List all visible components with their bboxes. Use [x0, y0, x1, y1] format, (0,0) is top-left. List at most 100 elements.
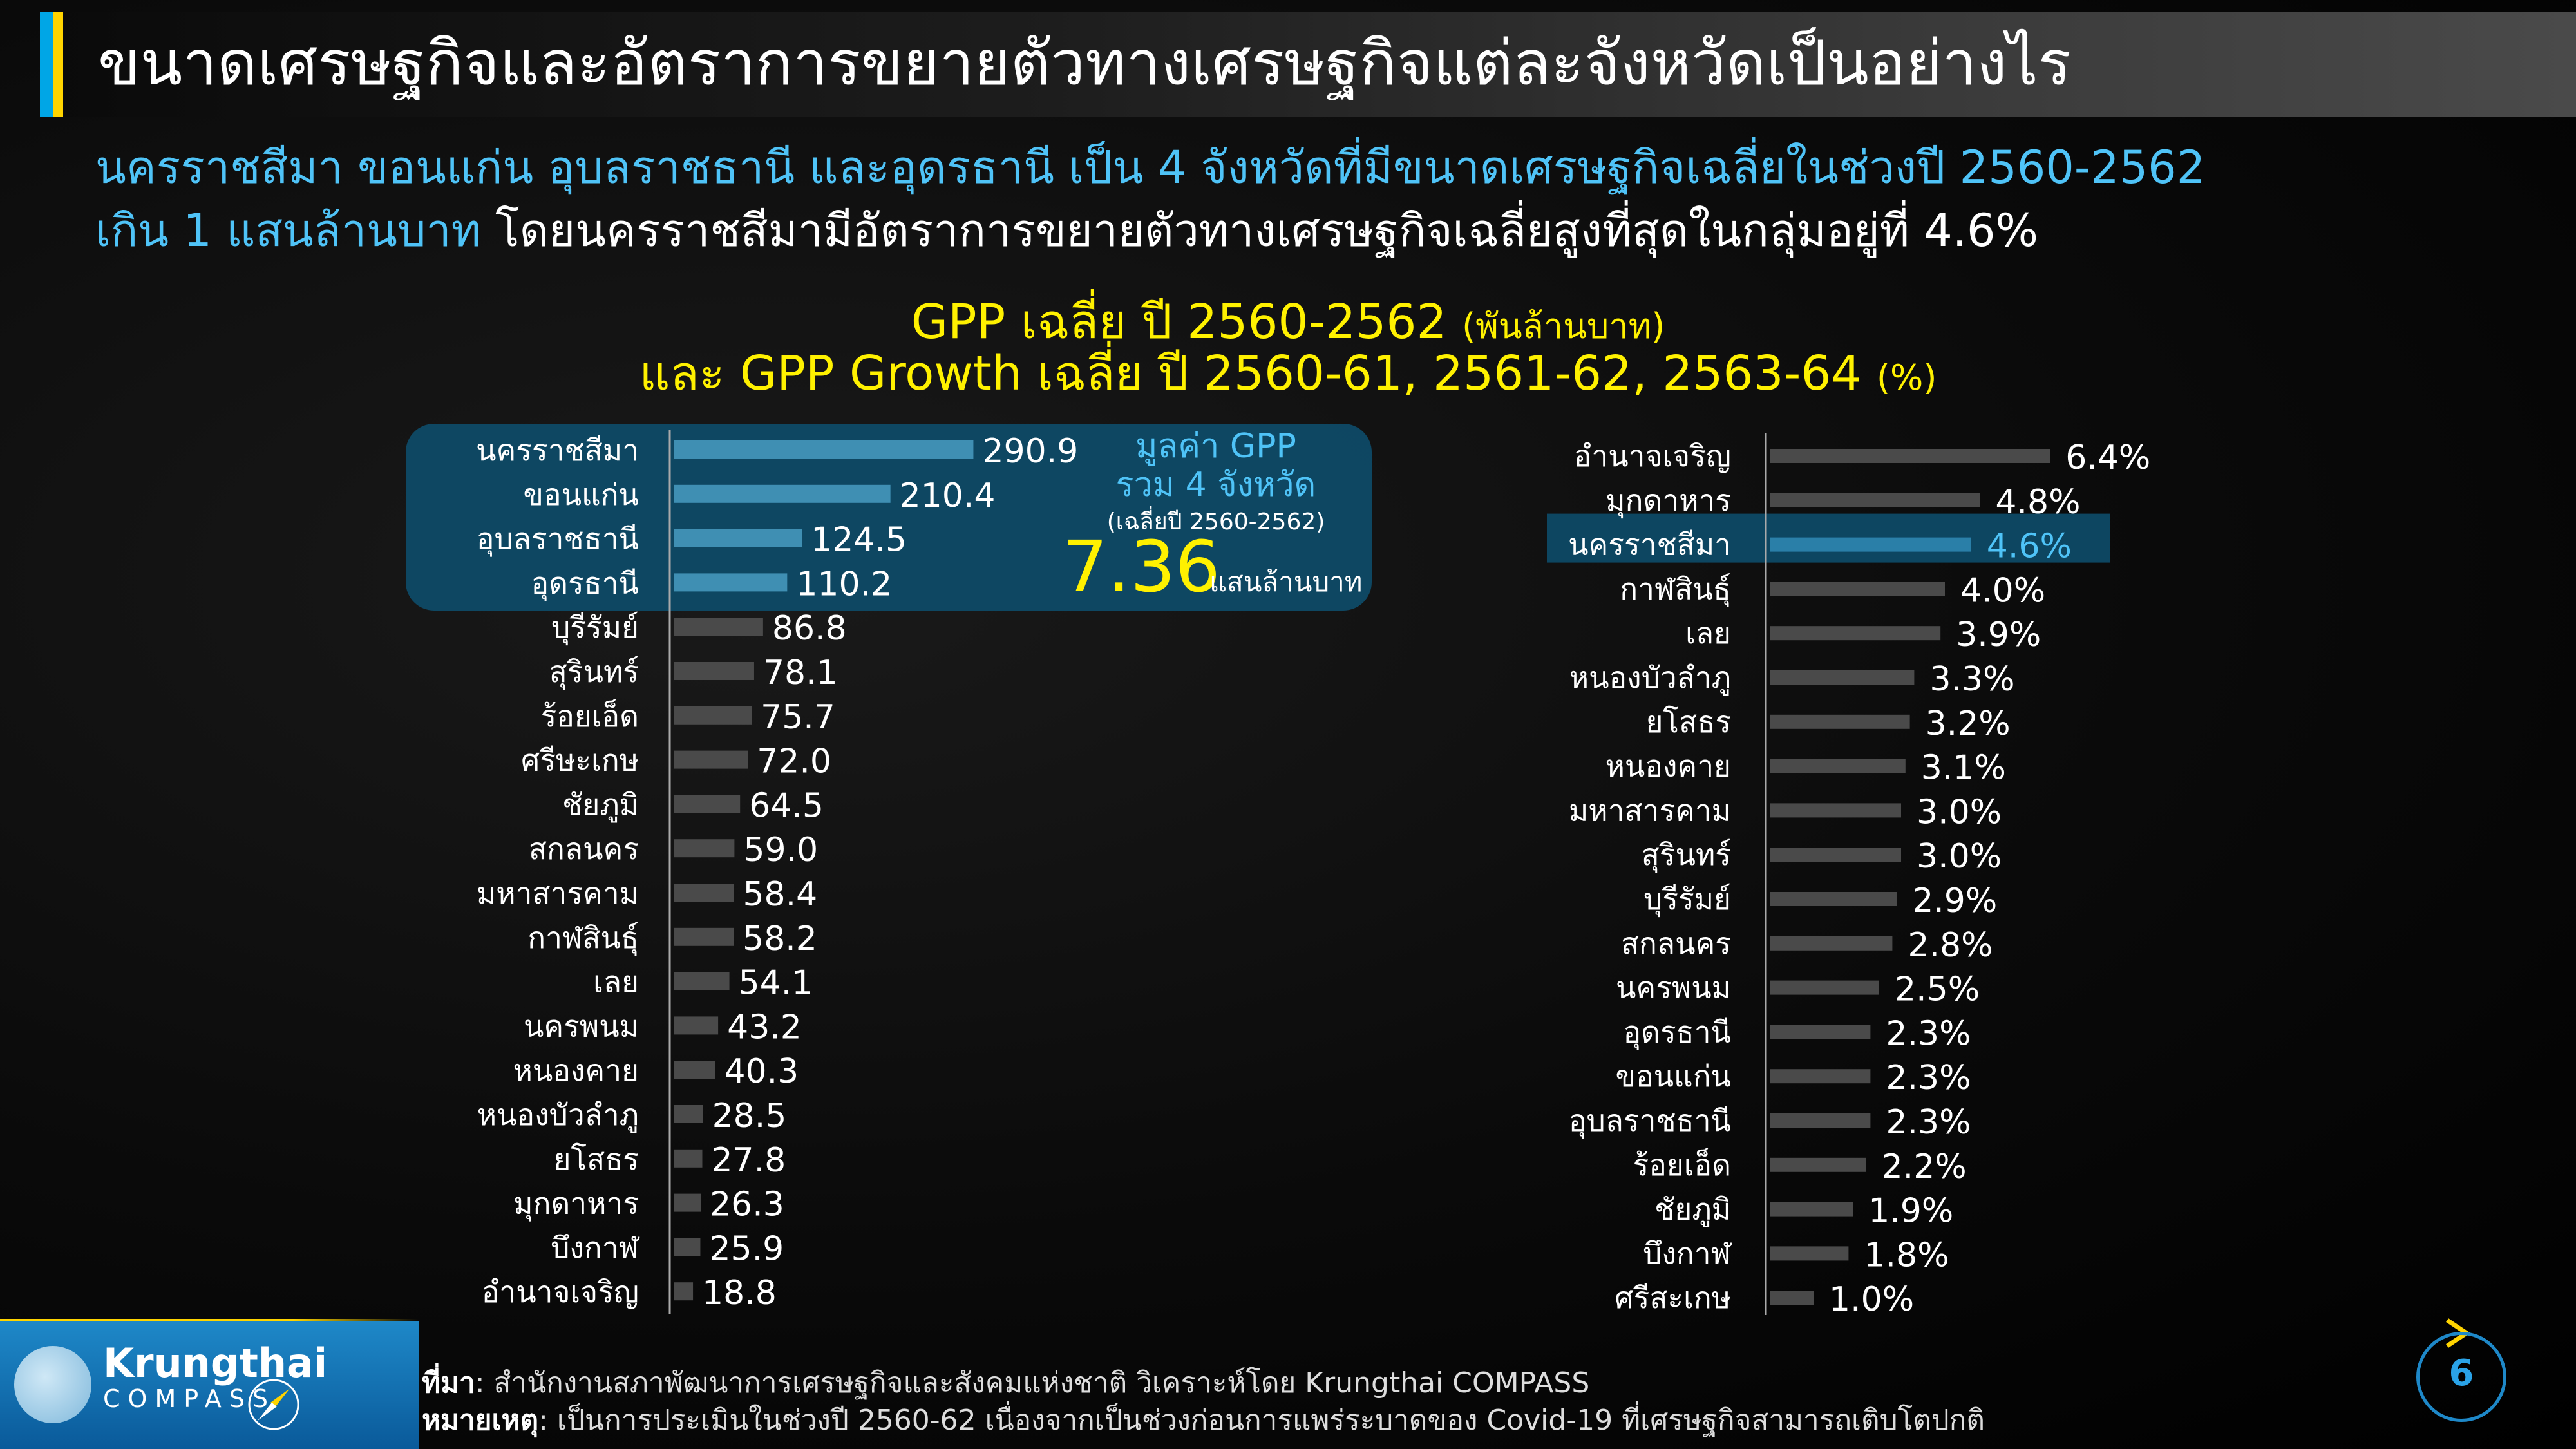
- data-label: 290.9: [982, 432, 1078, 471]
- subtitle-highlight: เกิน 1 แสนล้านบาท: [95, 204, 481, 257]
- category-label: ศรีสะเกษ: [1615, 1280, 1731, 1315]
- logo-sub: COMPASS: [103, 1385, 276, 1413]
- category-label: ชัยภูมิ: [562, 787, 639, 822]
- bar: [1770, 1291, 1814, 1305]
- category-label: ขอนแก่น: [1616, 1059, 1731, 1094]
- data-label: 2.3%: [1886, 1103, 1971, 1142]
- data-label: 2.3%: [1886, 1059, 1971, 1097]
- data-label: 3.9%: [1956, 616, 2041, 654]
- category-label: สุรินทร์: [549, 654, 639, 690]
- highlight-box: [406, 424, 1372, 611]
- category-label: สุรินทร์: [1642, 837, 1731, 873]
- bar: [674, 440, 974, 459]
- bar: [674, 1282, 694, 1301]
- bar: [1770, 1202, 1853, 1217]
- category-label: ยโสธร: [1645, 705, 1731, 739]
- category-label: เลย: [593, 965, 639, 999]
- data-label: 3.0%: [1917, 837, 2002, 876]
- title-accent-yellow: [53, 12, 63, 117]
- data-label: 4.8%: [1995, 483, 2080, 522]
- category-label: อำนาจเจริญ: [1574, 439, 1731, 473]
- data-label: 27.8: [711, 1141, 786, 1180]
- bar: [1770, 1157, 1866, 1172]
- source-label: ที่มา: [422, 1367, 475, 1399]
- chart-title-text-2: และ GPP Growth เฉลี่ย ปี 2560-61, 2561-6…: [639, 346, 1877, 401]
- category-label: นครราชสีมา: [476, 433, 639, 468]
- page-number: 6: [2448, 1352, 2474, 1394]
- bar: [1770, 582, 1945, 596]
- bar: [674, 618, 763, 636]
- category-label: มุกดาหาร: [513, 1186, 639, 1222]
- data-label: 1.9%: [1868, 1192, 1953, 1231]
- category-label: อุดรธานี: [1623, 1014, 1731, 1050]
- subtitle-line-1: นครราชสีมา ขอนแก่น อุบลราชธานี และอุดรธา…: [95, 141, 2206, 194]
- data-label: 2.3%: [1886, 1014, 1971, 1053]
- category-label: อำนาจเจริญ: [482, 1274, 639, 1309]
- chart-title-line-2: และ GPP Growth เฉลี่ย ปี 2560-61, 2561-6…: [0, 345, 2576, 407]
- source-text: : สำนักงานสภาพัฒนาการเศรษฐกิจและสังคมแห่…: [475, 1367, 1590, 1399]
- data-label: 59.0: [743, 831, 818, 869]
- data-label: 58.4: [743, 875, 817, 914]
- note-text: : เป็นการประเมินในช่วงปี 2560-62 เนื่องจ…: [538, 1404, 1985, 1437]
- data-label: 2.5%: [1895, 971, 1980, 1009]
- page-number-circle: [2416, 1332, 2506, 1422]
- compass-icon: [248, 1379, 299, 1430]
- bar: [674, 884, 734, 902]
- category-label: ยโสธร: [553, 1142, 639, 1177]
- subtitle-rest: โดยนครราชสีมามีอัตราการขยายตัวทางเศรษฐกิ…: [480, 204, 2039, 257]
- data-label: 26.3: [710, 1186, 784, 1224]
- data-label: 4.6%: [1987, 527, 2072, 566]
- title-bar: ขนาดเศรษฐกิจและอัตราการขยายตัวทางเศรษฐกิ…: [40, 12, 2576, 117]
- category-label: ชัยภูมิ: [1654, 1192, 1731, 1227]
- bar: [1770, 493, 1980, 507]
- bar: [1770, 1246, 1849, 1261]
- data-label: 6.4%: [2065, 439, 2150, 477]
- data-label: 3.3%: [1929, 660, 2014, 699]
- category-label: กาฬสินธุ์: [1620, 571, 1731, 607]
- bar: [674, 972, 730, 990]
- bar: [674, 529, 802, 547]
- category-label: หนองคาย: [1605, 749, 1731, 784]
- callout-label-2: รวม 4 จังหวัด: [1116, 466, 1316, 504]
- data-label: 124.5: [811, 521, 907, 560]
- category-label: มหาสารคาม: [1569, 793, 1731, 828]
- data-label: 28.5: [712, 1097, 787, 1135]
- category-label: สกลนคร: [529, 831, 639, 866]
- subtitle-line-2: เกิน 1 แสนล้านบาท โดยนครราชสีมามีอัตรากา…: [95, 200, 2038, 261]
- data-label: 1.0%: [1829, 1280, 1914, 1319]
- data-label: 110.2: [796, 565, 892, 603]
- bar: [674, 1193, 701, 1212]
- chart-title-text-1: GPP เฉลี่ย ปี 2560-2562: [911, 294, 1463, 350]
- bar: [674, 1149, 703, 1168]
- data-label: 40.3: [724, 1052, 799, 1091]
- category-label: บุรีรัมย์: [551, 610, 639, 646]
- data-label: 3.2%: [1926, 705, 2011, 743]
- bar: [1770, 980, 1879, 995]
- bar: [674, 662, 754, 680]
- data-label: 2.2%: [1882, 1148, 1967, 1186]
- category-label: บึงกาฬ: [1643, 1236, 1732, 1271]
- category-label: ร้อยเอ็ด: [540, 699, 639, 734]
- category-label: อุบลราชธานี: [1569, 1103, 1731, 1139]
- data-label: 210.4: [900, 477, 996, 515]
- data-label: 4.0%: [1960, 571, 2045, 610]
- category-label: บุรีรัมย์: [1643, 882, 1731, 918]
- note-label: หมายเหตุ: [422, 1404, 539, 1437]
- category-label: กาฬสินธุ์: [527, 920, 639, 956]
- title-accent-blue: [40, 12, 53, 117]
- bar: [1770, 714, 1910, 729]
- krungthai-logo-icon: [14, 1346, 91, 1423]
- category-label: หนองคาย: [513, 1053, 639, 1088]
- data-label: 1.8%: [1864, 1236, 1949, 1274]
- chart-title-unit-2: (%): [1876, 357, 1937, 398]
- data-label: 2.8%: [1908, 926, 1993, 965]
- category-label: มหาสารคาม: [477, 876, 639, 911]
- bar: [1770, 626, 1941, 641]
- bar: [1770, 848, 1901, 862]
- data-label: 3.1%: [1921, 749, 2006, 788]
- bar: [674, 706, 752, 724]
- data-label: 18.8: [702, 1274, 777, 1312]
- bar: [674, 484, 891, 503]
- bar: [674, 1016, 719, 1035]
- bar: [1770, 936, 1893, 951]
